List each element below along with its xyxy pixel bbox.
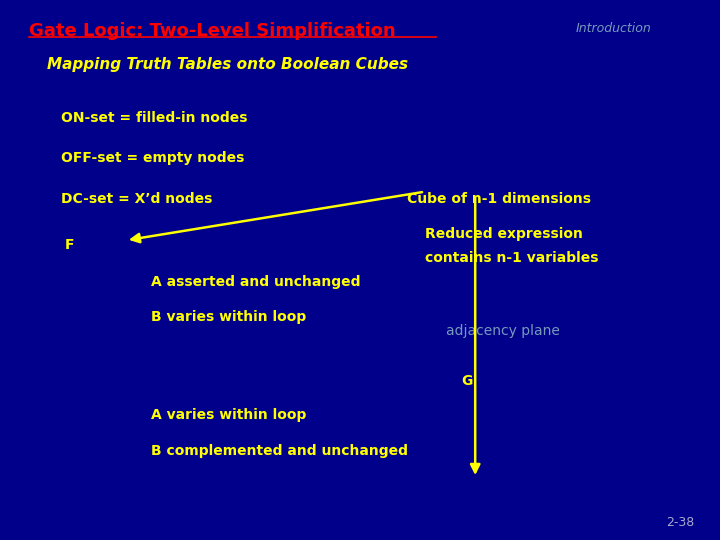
Text: B varies within loop: B varies within loop [151,310,307,325]
Text: B complemented and unchanged: B complemented and unchanged [151,444,408,458]
Text: A varies within loop: A varies within loop [151,408,307,422]
Text: Reduced expression: Reduced expression [425,227,582,241]
Text: A asserted and unchanged: A asserted and unchanged [151,275,361,289]
Text: contains n-1 variables: contains n-1 variables [425,251,598,265]
Text: G: G [461,374,472,388]
Text: Gate Logic: Two-Level Simplification: Gate Logic: Two-Level Simplification [29,22,395,39]
Text: adjacency plane: adjacency plane [446,324,560,338]
Text: Introduction: Introduction [576,22,652,35]
Text: Mapping Truth Tables onto Boolean Cubes: Mapping Truth Tables onto Boolean Cubes [47,57,408,72]
Text: DC-set = X’d nodes: DC-set = X’d nodes [61,192,212,206]
Text: 2-38: 2-38 [667,516,695,529]
Text: Cube of n-1 dimensions: Cube of n-1 dimensions [407,192,591,206]
Text: F: F [65,238,74,252]
Text: ON-set = filled-in nodes: ON-set = filled-in nodes [61,111,248,125]
Text: OFF-set = empty nodes: OFF-set = empty nodes [61,151,245,165]
